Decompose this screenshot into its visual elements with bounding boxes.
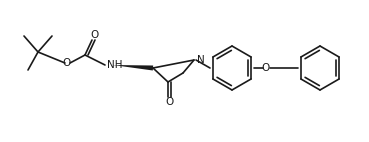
Text: O: O [62,58,70,68]
Text: NH: NH [107,60,123,70]
Text: N: N [197,55,205,65]
Text: O: O [262,63,270,73]
Text: O: O [90,30,98,40]
Polygon shape [113,65,153,70]
Text: O: O [165,97,173,107]
